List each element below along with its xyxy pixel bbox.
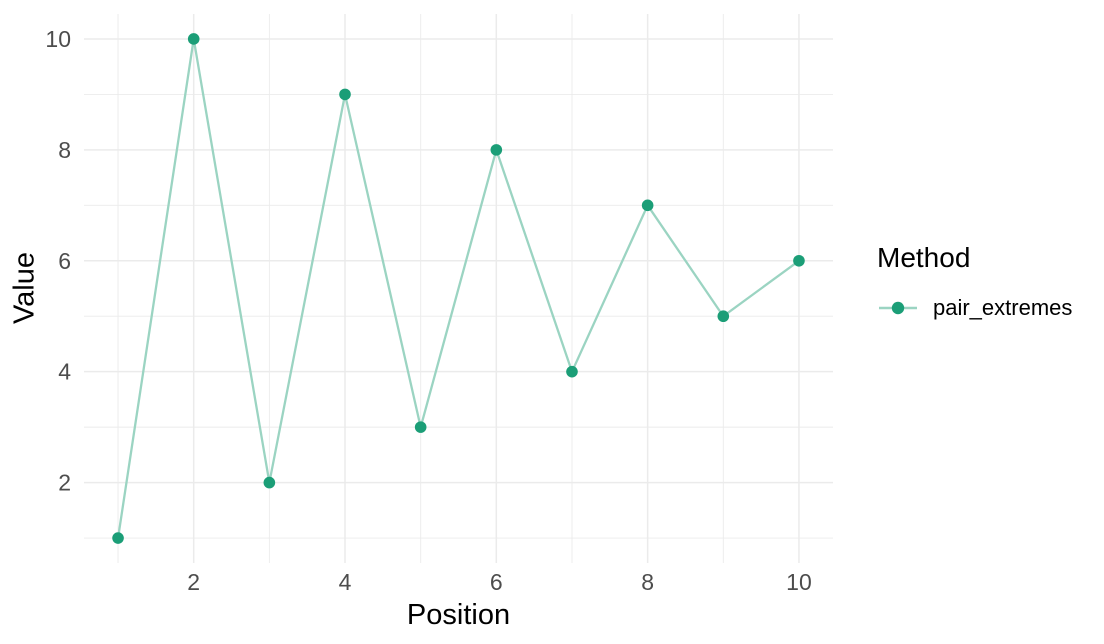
data-point xyxy=(187,33,200,45)
legend-key-icon xyxy=(877,295,919,321)
data-point xyxy=(112,532,124,544)
x-axis-tick-label: 10 xyxy=(786,569,812,595)
y-axis-tick-label: 8 xyxy=(58,137,71,163)
legend-item-label: pair_extremes xyxy=(933,295,1073,320)
x-axis-tick-label: 2 xyxy=(187,569,200,595)
y-axis-tick-label: 10 xyxy=(45,26,71,52)
data-point xyxy=(717,310,730,323)
legend-title: Method xyxy=(877,242,971,273)
data-point xyxy=(641,199,654,212)
data-point xyxy=(490,144,503,156)
data-point xyxy=(263,476,276,489)
x-axis-tick-label: 8 xyxy=(641,569,654,595)
legend-item: pair_extremes xyxy=(877,295,1072,321)
series-line xyxy=(116,37,800,539)
legend-key-point xyxy=(891,301,905,315)
y-axis-tick-label: 6 xyxy=(58,248,71,274)
y-axis-tick-label: 4 xyxy=(58,359,71,385)
x-axis-tick-label: 4 xyxy=(339,569,352,595)
data-point xyxy=(414,421,427,433)
x-axis-title: Position xyxy=(406,599,511,631)
x-axis-tick-label: 6 xyxy=(490,569,503,595)
data-point xyxy=(793,254,805,267)
data-point xyxy=(339,88,351,101)
y-axis-title: Value xyxy=(8,251,41,325)
data-point xyxy=(566,365,578,378)
y-axis-tick-label: 2 xyxy=(58,470,71,496)
legend: Method pair_extremes xyxy=(877,241,1072,321)
